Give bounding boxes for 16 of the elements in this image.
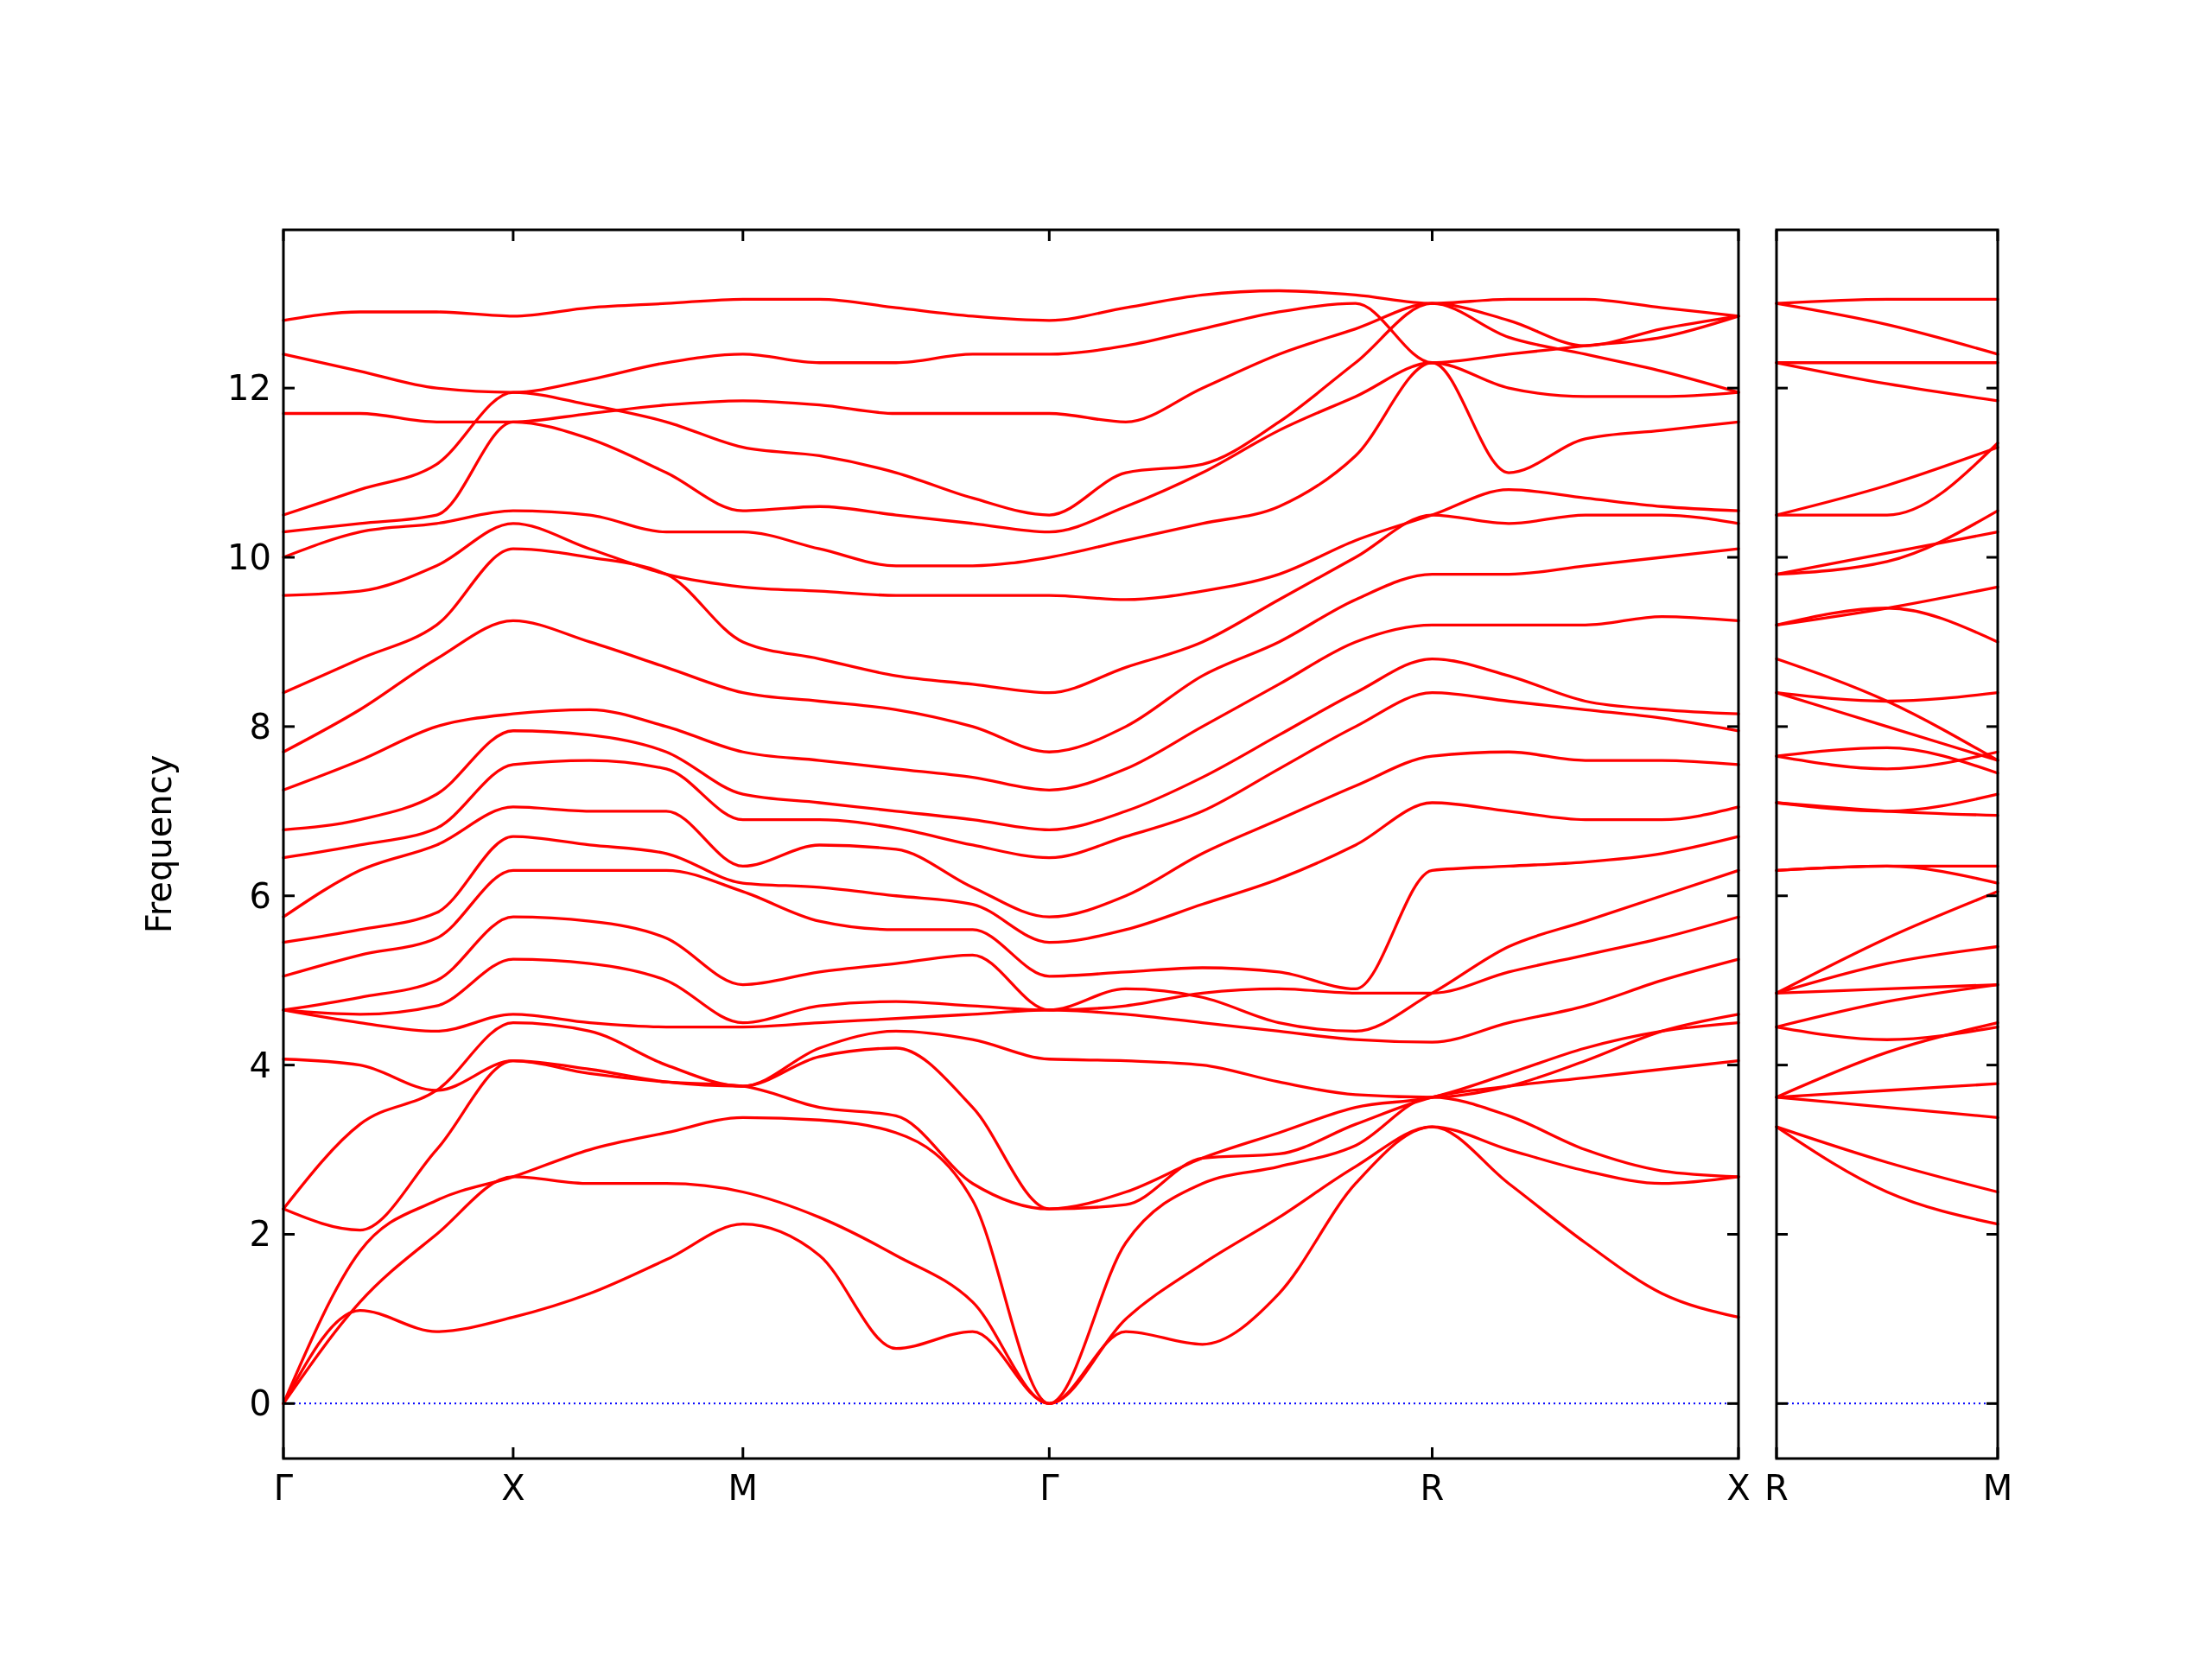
x-tick-label: X	[501, 1468, 525, 1508]
y-tick-label: 12	[227, 368, 271, 409]
x-tick-label: R	[1420, 1468, 1445, 1508]
y-tick-label: 6	[249, 875, 271, 916]
x-tick-label: Γ	[273, 1468, 294, 1508]
y-tick-label: 0	[249, 1383, 271, 1424]
x-tick-label: X	[1726, 1468, 1751, 1508]
x-tick-label: R	[1764, 1468, 1789, 1508]
x-tick-label: M	[1982, 1468, 2013, 1508]
y-tick-label: 8	[249, 706, 271, 747]
x-tick-label: M	[728, 1468, 759, 1508]
y-tick-label: 4	[249, 1045, 271, 1085]
y-axis-title: Frequency	[139, 754, 179, 934]
y-tick-label: 10	[227, 537, 271, 577]
y-tick-label: 2	[249, 1214, 271, 1255]
x-tick-label: Γ	[1039, 1468, 1060, 1508]
